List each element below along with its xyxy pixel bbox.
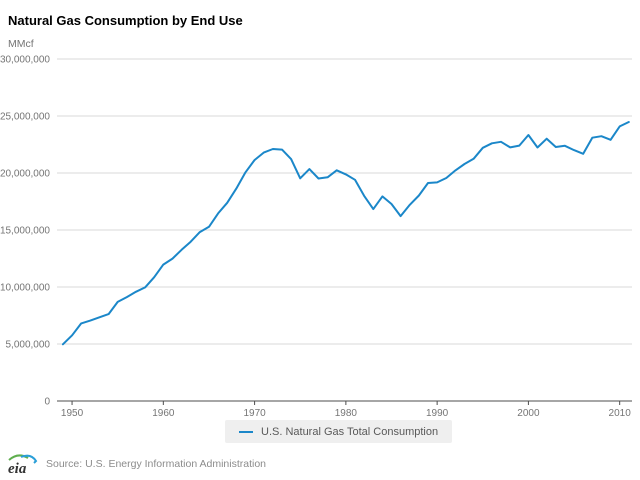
x-tick-label: 1970 [243, 408, 266, 419]
x-tick-label: 1950 [61, 408, 84, 419]
y-tick-label: 0 [44, 397, 50, 408]
y-tick-label: 15,000,000 [0, 226, 50, 237]
chart-title: Natural Gas Consumption by End Use [8, 13, 243, 28]
y-tick-label: 5,000,000 [6, 340, 51, 351]
legend-line-swatch [239, 430, 253, 433]
y-tick-label: 10,000,000 [0, 283, 50, 294]
eia-logo-text: eia [8, 461, 27, 477]
eia-logo: eia [8, 454, 38, 477]
eia-logo-blue-arc [20, 454, 38, 464]
footer: eia Source: U.S. Energy Information Admi… [6, 451, 266, 477]
eia-logo-green-arc [8, 454, 29, 461]
legend: U.S. Natural Gas Total Consumption [225, 420, 453, 443]
consumption-line [61, 121, 630, 346]
x-tick-label: 2010 [609, 408, 632, 419]
y-tick-label: 25,000,000 [0, 112, 50, 123]
y-axis-unit-label: MMcf [8, 38, 34, 50]
x-tick-label: 1960 [152, 408, 175, 419]
legend-label: U.S. Natural Gas Total Consumption [261, 425, 439, 438]
x-tick-label: 2000 [517, 408, 540, 419]
x-tick-label: 1980 [335, 408, 358, 419]
x-tick-label: 1990 [426, 408, 449, 419]
y-tick-label: 30,000,000 [0, 55, 50, 66]
source-attribution: Source: U.S. Energy Information Administ… [46, 458, 267, 470]
y-tick-label: 20,000,000 [0, 169, 50, 180]
